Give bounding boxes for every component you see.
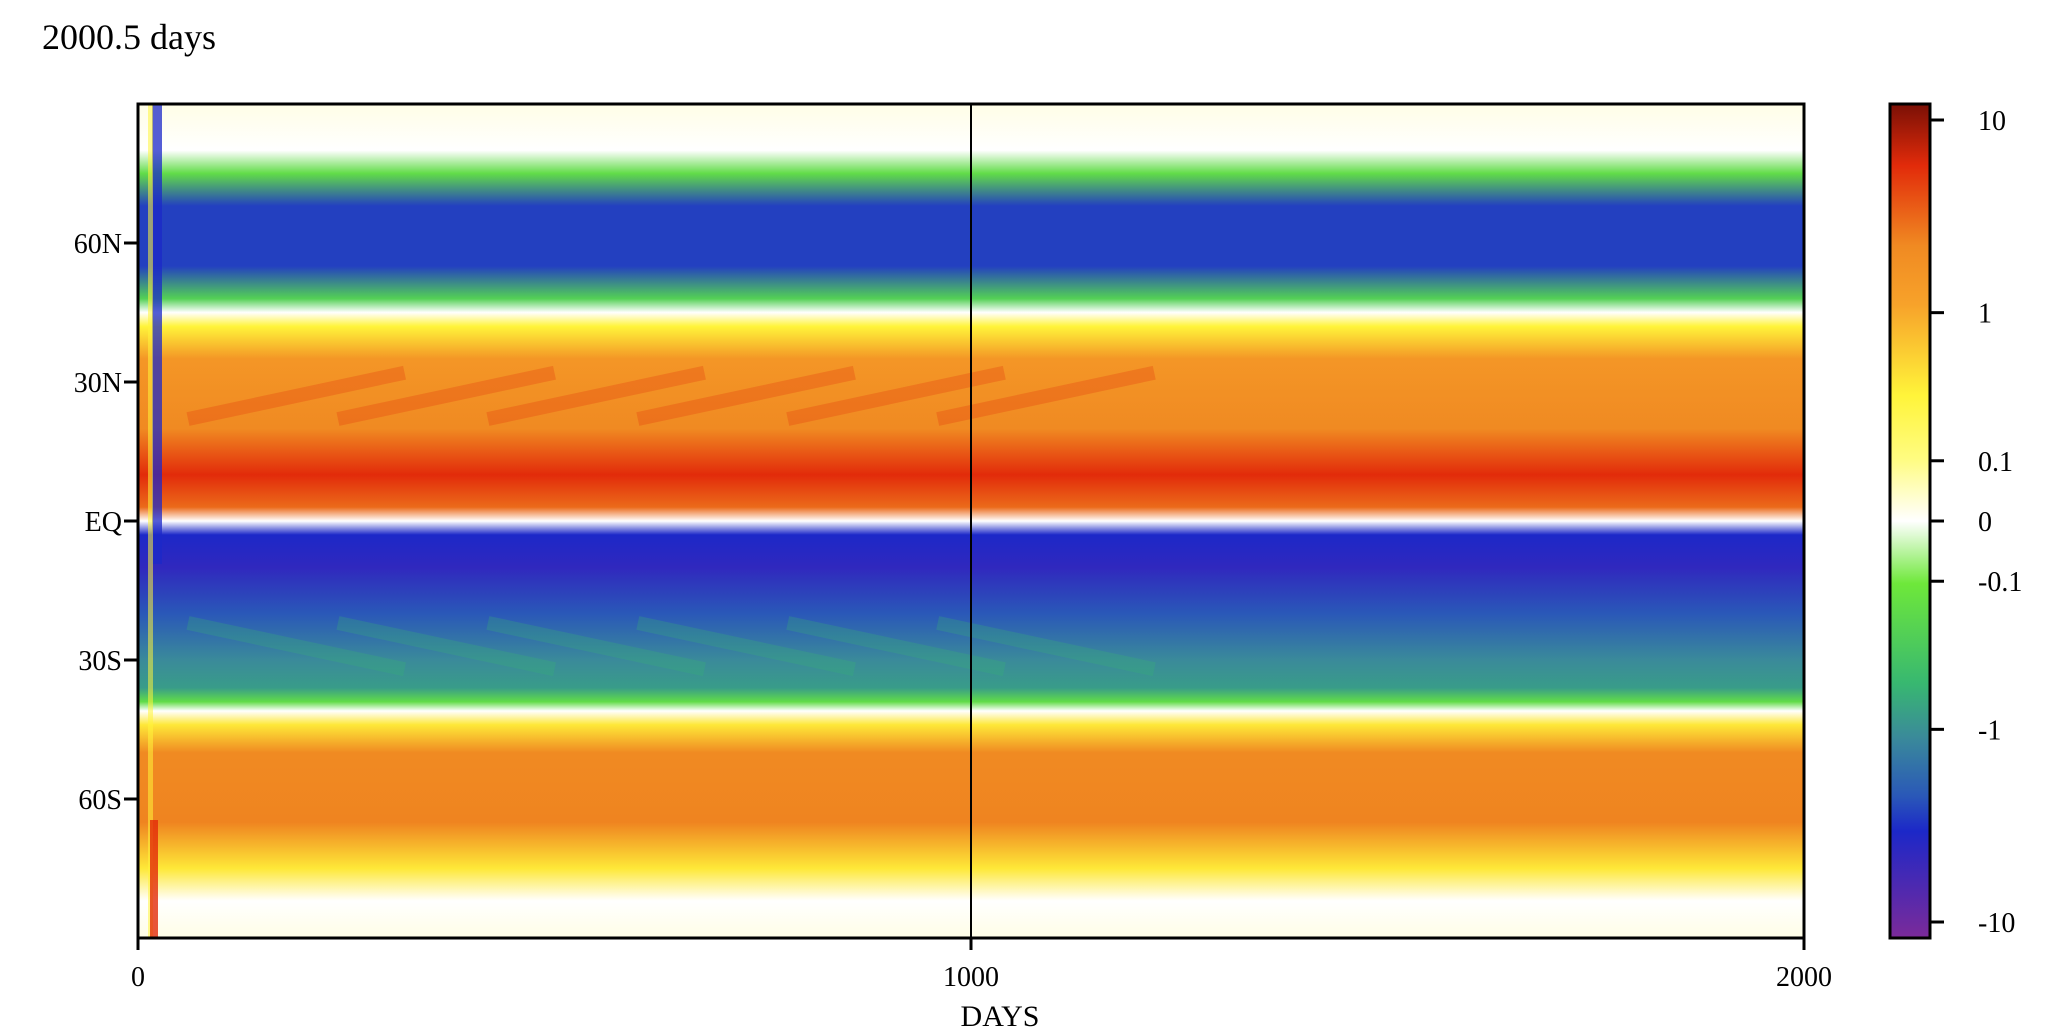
colorbar-tick-label: -0.1: [1978, 567, 2022, 598]
diagonal-streak: [636, 365, 856, 426]
x-tick-label: 1000: [943, 962, 999, 993]
diagonal-streak: [786, 616, 1006, 677]
colorbar-tick-label: -10: [1978, 908, 2015, 939]
spinup-stripe-light: [148, 104, 153, 938]
spinup-stripe-dark: [152, 104, 162, 564]
y-tick-label: EQ: [85, 507, 122, 538]
colorbar-tick-label: 0: [1978, 507, 1992, 538]
y-tick-label: 30S: [78, 646, 122, 677]
diagonal-streak: [336, 365, 556, 426]
diagonal-streak: [486, 616, 706, 677]
y-tick-label: 30N: [74, 368, 122, 399]
colorbar-tick-label: -1: [1978, 715, 2001, 746]
colorbar-tick-label: 0.1: [1978, 447, 2013, 478]
diagonal-streak: [936, 365, 1156, 426]
diagonal-streak: [486, 365, 706, 426]
x-tick-label: 0: [131, 962, 145, 993]
diagonal-streaks: [186, 365, 1156, 677]
page-title: 2000.5 days: [42, 17, 216, 57]
y-tick-label: 60S: [78, 785, 122, 816]
spinup-stripe-red: [150, 820, 158, 938]
colorbar-tick-label: 10: [1978, 106, 2006, 137]
y-axis: 60N 30N EQ 30S 60S: [74, 229, 138, 816]
diagonal-streak: [786, 365, 1006, 426]
x-axis-title: DAYS: [961, 1000, 1040, 1033]
colorbar-tick-label: 1: [1978, 299, 1992, 330]
x-tick-label: 2000: [1776, 962, 1832, 993]
y-tick-label: 60N: [74, 229, 122, 260]
colorbar-ticks: 10 1 0.1 0 -0.1 -1 -10: [1930, 106, 2022, 939]
diagonal-streak: [636, 616, 856, 677]
diagonal-streak: [336, 616, 556, 677]
colorbar: [1888, 102, 1932, 940]
diagonal-streak: [936, 616, 1156, 677]
x-axis: 0 1000 2000: [131, 938, 1832, 993]
diagonal-streak: [186, 616, 407, 677]
diagonal-streak: [186, 365, 407, 426]
